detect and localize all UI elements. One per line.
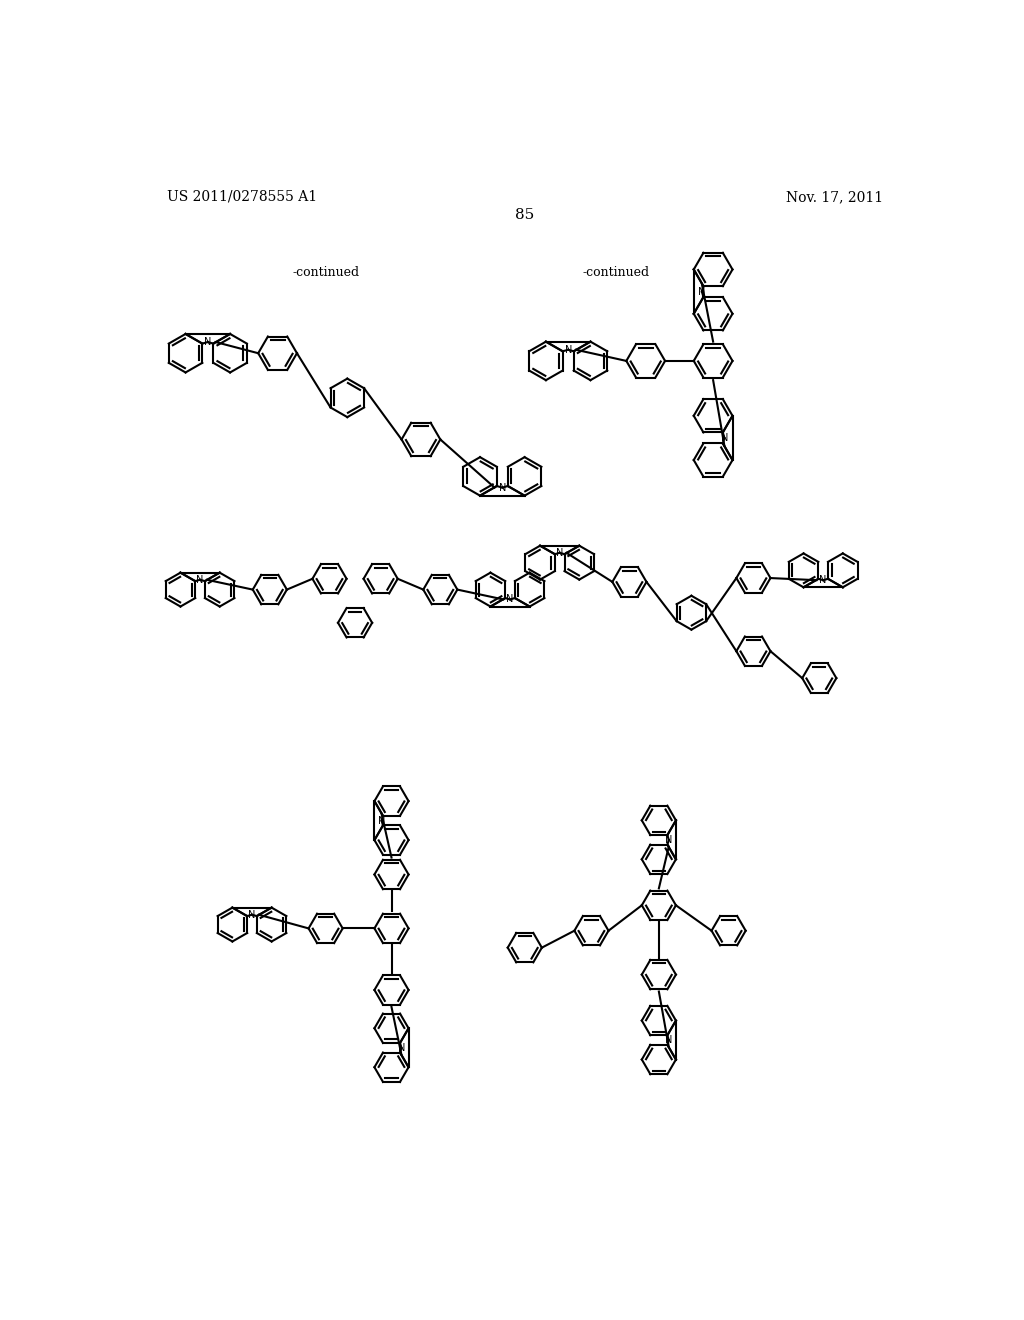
Text: 85: 85 [515,207,535,222]
Text: N: N [721,433,728,444]
Text: N: N [556,548,563,558]
Text: N: N [665,834,673,845]
Text: Nov. 17, 2011: Nov. 17, 2011 [785,190,883,203]
Text: N: N [665,1035,673,1045]
Text: N: N [564,345,571,355]
Text: N: N [499,483,506,492]
Text: N: N [378,816,385,825]
Text: N: N [248,909,256,920]
Text: N: N [819,576,826,585]
Text: N: N [197,574,204,585]
Text: N: N [698,286,706,297]
Text: N: N [204,337,212,347]
Text: N: N [397,1043,406,1053]
Text: N: N [507,594,514,605]
Text: US 2011/0278555 A1: US 2011/0278555 A1 [167,190,316,203]
Text: -continued: -continued [292,265,359,279]
Text: -continued: -continued [583,265,650,279]
